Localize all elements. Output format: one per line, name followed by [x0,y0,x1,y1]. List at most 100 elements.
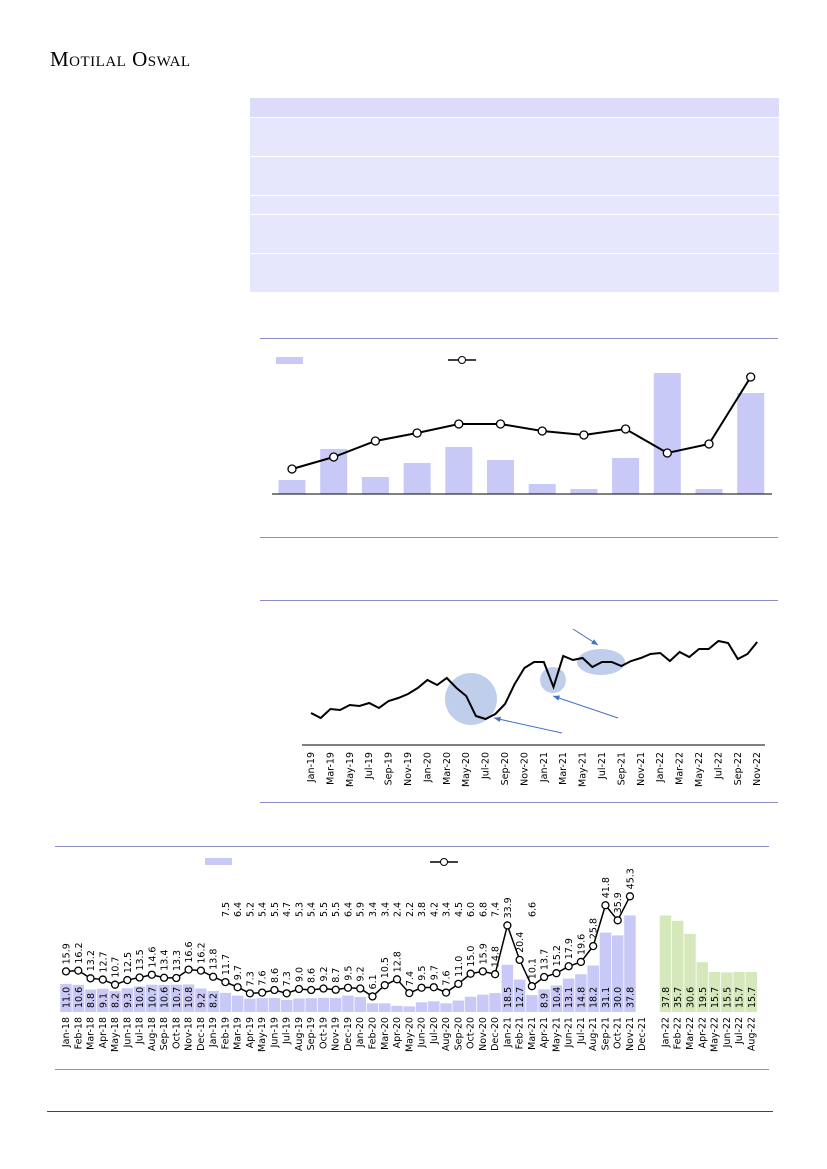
line-label: 20.4 [515,932,526,953]
bar [354,996,366,1012]
x-tick-label: Jul-20 [481,752,492,780]
x-tick-label: Aug-20 [441,1017,452,1051]
x-tick-label: Oct-18 [171,1017,182,1049]
bar-label: 10.6 [160,987,171,1008]
legend-swatch [205,858,232,865]
bar [612,458,640,494]
x-tick-label: Apr-18 [98,1017,109,1048]
line-marker [412,428,422,438]
x-tick-label: Sep-19 [384,752,395,785]
line-marker [61,967,71,976]
x-tick-label: Jan-22 [655,752,666,783]
bar [391,1005,403,1012]
line-marker [537,426,547,436]
x-tick-label: Jul-19 [282,1017,293,1045]
x-tick-label: Aug-22 [746,1017,757,1051]
bar-label: 18.5 [503,987,514,1008]
line-marker [454,419,464,429]
x-tick-label: Jan-20 [355,1017,366,1048]
x-tick-label: Sep-21 [600,1017,611,1050]
x-tick-label: Jan-21 [539,752,550,783]
line-label: 17.9 [564,938,575,959]
legend-marker [458,356,466,364]
bar-label: 15.5 [722,987,733,1008]
bar [219,992,232,1012]
bar-label: 3.4 [380,902,391,917]
x-tick-label: May-20 [404,1017,415,1052]
bar-label: 4.7 [282,902,293,917]
bar [708,971,721,1012]
bar [415,1002,428,1012]
line-label: 7.6 [258,970,269,985]
line-label: 14.6 [147,947,158,968]
line-label: 16.2 [74,942,85,963]
line-marker [405,988,414,998]
x-tick-label: Jun-22 [722,1017,733,1048]
line-label: 13.3 [172,950,183,971]
bar-label: 9.1 [98,993,109,1008]
x-tick-label: Jul-22 [713,752,724,780]
bar [256,998,268,1012]
legend-marker [440,858,448,866]
line-label: 11.7 [221,954,232,975]
bar [684,933,696,1012]
x-tick-label: Aug-19 [294,1017,305,1051]
line-label: 13.2 [86,950,97,971]
table-header [250,98,779,117]
x-tick-label: Sep-21 [616,752,627,785]
bar [121,988,134,1012]
bar [452,1000,465,1012]
bar-label: 3.8 [417,902,428,917]
x-tick-label: Mar-21 [558,752,569,785]
x-tick-label: Jun-21 [564,1017,575,1048]
bar [293,998,305,1012]
bar-label: 6.4 [343,902,354,917]
x-tick-label: Mar-22 [685,1017,696,1050]
bar-label: 15.7 [735,987,746,1008]
bar [587,965,599,1012]
bar [146,984,158,1012]
x-tick-label: Sep-18 [159,1017,170,1050]
bar-label: 10.7 [172,987,183,1008]
bar [538,989,550,1012]
x-tick-label: May-22 [694,752,705,787]
x-tick-label: Oct-20 [466,1017,477,1049]
x-tick-label: Dec-18 [196,1017,207,1051]
annotations [445,649,625,725]
bar [280,999,293,1012]
line-label: 11.0 [454,956,465,977]
x-tick-label: Jul-21 [576,1017,587,1045]
line-label: 35.9 [613,892,624,913]
bar-label: 6.0 [466,902,477,917]
bar-label: 14.8 [576,987,587,1008]
bar [487,460,514,494]
bar [599,932,612,1012]
bar [562,978,575,1012]
x-tick-label: Jan-21 [502,1017,513,1048]
line-label: 10.1 [527,958,538,979]
line-marker [123,975,132,985]
bar-label: 15.7 [747,987,758,1008]
arrow [552,695,619,719]
bar-label: 8.9 [540,993,551,1008]
x-tick-label: Nov-22 [752,752,763,786]
x-tick-label: Nov-18 [184,1017,195,1051]
line-marker [515,955,524,965]
line-label: 7.6 [442,970,453,985]
bar-label: 10.0 [135,987,146,1008]
line-label: 16.6 [184,941,195,962]
bar [60,983,72,1012]
bar-label: 35.7 [673,987,684,1008]
x-tick-label: Jul-19 [364,752,375,780]
x-tick-label: May-21 [551,1017,562,1052]
line-label: 6.1 [368,974,379,989]
x-tick-label: Oct-21 [613,1017,624,1049]
x-tick-label: Mar-21 [527,1017,538,1050]
legend-swatch [276,357,303,364]
bar-label: 10.6 [74,987,85,1008]
line-label: 7.3 [245,971,256,986]
bar-label: 3.4 [368,902,379,917]
bar-label: 19.5 [698,987,709,1008]
bar [305,998,317,1012]
x-tick-label: Feb-21 [515,1017,526,1049]
